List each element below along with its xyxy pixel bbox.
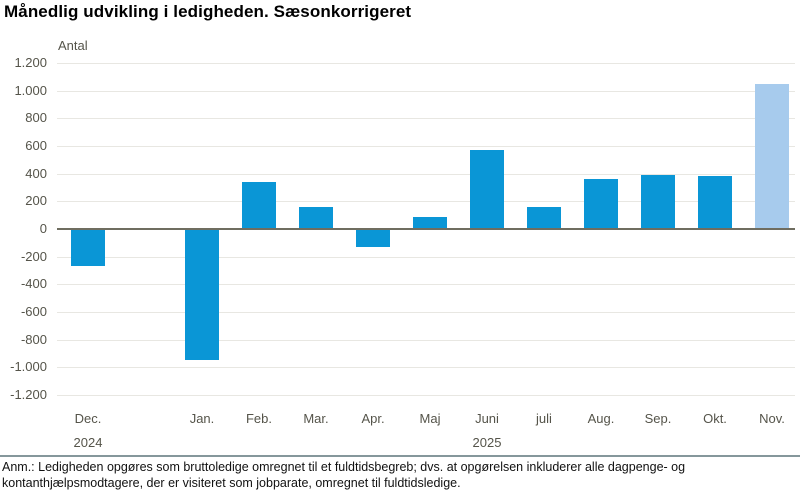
x-axis-month-label: Sep. (644, 411, 672, 426)
y-axis-tick-label: 200 (25, 193, 47, 209)
bar-aug (584, 179, 618, 229)
gridline (57, 146, 795, 147)
gridline (57, 63, 795, 64)
bar-nov (755, 83, 789, 229)
bar-jan (185, 229, 219, 361)
bar-dec (71, 229, 105, 267)
bar-sep (641, 175, 675, 229)
y-axis-unit-label: Antal (58, 38, 88, 53)
gridline (57, 201, 795, 203)
chart-title: Månedlig udvikling i ledigheden. Sæsonko… (4, 2, 412, 21)
y-axis-tick-label: -600 (20, 304, 47, 319)
plot-area (57, 63, 795, 396)
x-axis-month-label: Okt. (703, 411, 727, 426)
y-axis-tick-label: -800 (20, 331, 47, 347)
y-axis-tick-label: 600 (25, 138, 47, 153)
bar-juni (470, 150, 504, 229)
x-axis-month-label: Jan. (189, 411, 215, 426)
bar-juli (527, 206, 561, 229)
y-axis-tick-label: -1.000 (10, 359, 47, 375)
x-axis-month-label: juli (536, 411, 552, 426)
footnote-text: Anm.: Ledigheden opgøres som bruttoledig… (2, 460, 686, 490)
x-axis-month-label: Feb. (245, 411, 272, 426)
x-axis-month-label: Mar. (303, 411, 329, 426)
gridline (57, 256, 795, 258)
zero-axis-line (57, 228, 795, 230)
gridline (57, 118, 795, 120)
gridline (57, 90, 795, 92)
bar-apr (356, 229, 390, 247)
gridline (57, 284, 795, 286)
bar-mar (299, 206, 333, 229)
y-axis-tick-label: 1.000 (14, 82, 47, 98)
gridline (57, 367, 795, 369)
y-axis-tick-label: 800 (25, 110, 47, 126)
x-axis-month-label: Nov. (759, 411, 785, 426)
y-axis-tick-label: -400 (20, 276, 47, 292)
y-axis-tick-label: -200 (20, 248, 47, 264)
gridline (57, 395, 795, 396)
x-axis-month-label: Aug. (587, 411, 615, 426)
gridline (57, 312, 795, 313)
x-axis-month-label: Apr. (361, 411, 385, 426)
x-axis-year-label: 2024 (73, 435, 103, 450)
x-axis-month-label: Juni (475, 411, 499, 426)
bar-feb (242, 181, 276, 229)
y-axis-tick-label: 1.200 (14, 55, 47, 70)
x-axis-month-label: Dec. (74, 411, 102, 426)
x-axis-month-label: Maj (419, 411, 441, 426)
bar-chart: 1.200 1.000 800 600 400 200 0 -200 -400 -600 -800 -… (10, 55, 795, 450)
bar-maj (413, 216, 447, 229)
x-axis-year-label: 2025 (472, 435, 502, 450)
y-axis-tick-label: 400 (25, 165, 47, 181)
y-axis-tick-label: 0 (39, 221, 47, 236)
bar-okt (698, 176, 732, 229)
gridline (57, 173, 795, 175)
y-axis-tick-label: -1.200 (10, 387, 47, 402)
footer-divider (0, 455, 800, 457)
gridline (57, 339, 795, 341)
